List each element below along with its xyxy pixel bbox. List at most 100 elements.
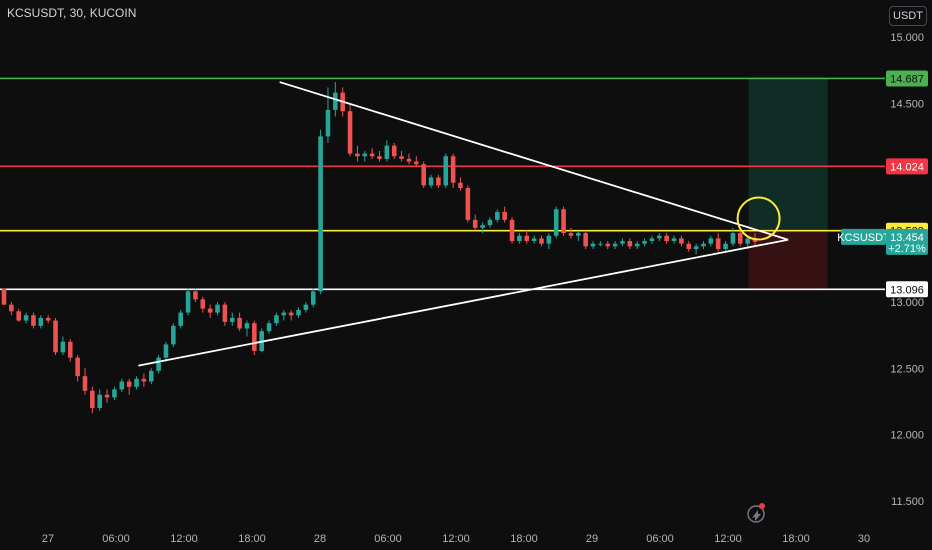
- level-tag-bg: [886, 158, 928, 175]
- candle: [163, 341, 169, 362]
- candle-body: [546, 235, 552, 244]
- candle: [156, 355, 161, 374]
- candle: [472, 214, 478, 231]
- candle-body: [495, 211, 500, 220]
- candle-body: [38, 317, 44, 326]
- candle-body: [222, 304, 228, 322]
- candle: [686, 241, 692, 252]
- candle: [553, 206, 559, 239]
- candle-body: [399, 156, 404, 159]
- candle-body: [163, 344, 169, 358]
- price-tag-bg: [886, 228, 928, 255]
- currency-button[interactable]: USDT: [889, 6, 927, 26]
- candle-body: [642, 241, 647, 244]
- candle: [598, 241, 603, 247]
- candle-body: [620, 241, 625, 244]
- candle: [23, 312, 29, 324]
- candle-body: [605, 243, 611, 247]
- trendline-1: [138, 238, 789, 367]
- candle-body: [215, 304, 220, 313]
- candle: [561, 206, 566, 236]
- candle-body: [414, 161, 419, 165]
- candle-body: [531, 238, 537, 242]
- candle: [546, 233, 552, 249]
- y-tick-label: 15.000: [890, 32, 924, 44]
- candle-body: [318, 136, 323, 292]
- candle-body: [347, 111, 353, 154]
- candle: [310, 288, 316, 308]
- x-tick-label: 06:00: [646, 533, 674, 545]
- candle-body: [97, 394, 102, 408]
- candle-body: [1, 288, 7, 305]
- candle: [642, 238, 647, 247]
- candle: [104, 389, 110, 403]
- candle: [723, 241, 728, 252]
- candle-body: [671, 238, 677, 242]
- x-tick-label: 18:00: [782, 533, 810, 545]
- candle-body: [193, 291, 198, 300]
- x-tick-label: 06:00: [102, 533, 130, 545]
- x-tick-label: 18:00: [238, 533, 266, 545]
- candle: [391, 143, 397, 159]
- candle: [237, 312, 242, 332]
- candle-body: [244, 323, 250, 329]
- y-tick-label: 12.500: [890, 363, 924, 375]
- candle-body: [590, 243, 596, 247]
- level-tag-14.687: 14.687: [886, 70, 928, 87]
- candle: [715, 233, 721, 252]
- y-tick-label: 13.000: [890, 297, 924, 309]
- candle: [362, 150, 368, 162]
- candle: [67, 339, 73, 362]
- candle-body: [185, 291, 191, 313]
- candle: [524, 230, 530, 244]
- candle-body: [502, 211, 507, 220]
- candle: [487, 217, 493, 228]
- candle: [126, 378, 132, 395]
- candle: [406, 153, 412, 165]
- candle: [531, 235, 537, 244]
- alert-icon: [747, 503, 765, 523]
- level-tag-bg: [886, 70, 928, 87]
- candle-body: [480, 225, 485, 228]
- candle: [612, 241, 618, 249]
- candle-body: [178, 312, 183, 326]
- candle-body: [737, 233, 743, 244]
- candle-body: [693, 246, 699, 249]
- candle: [97, 389, 102, 411]
- candle: [443, 153, 449, 189]
- candle-body: [288, 312, 294, 316]
- candle-body: [598, 243, 603, 245]
- candle: [664, 233, 669, 244]
- candle-body: [53, 320, 58, 353]
- candle-body: [60, 341, 66, 353]
- candle-body: [362, 153, 368, 157]
- candle: [252, 320, 257, 355]
- candle: [355, 145, 360, 162]
- price-tag-change: +2.71%: [888, 243, 926, 255]
- candle-body: [134, 378, 139, 387]
- candle: [679, 235, 684, 247]
- candle-body: [553, 209, 559, 236]
- candle: [274, 312, 279, 326]
- candle-body: [369, 153, 375, 157]
- candle: [421, 161, 426, 189]
- candle: [671, 235, 677, 244]
- candle-body: [252, 323, 257, 352]
- candle: [119, 378, 125, 393]
- candle-body: [229, 317, 235, 322]
- candle: [414, 156, 419, 167]
- candle: [436, 174, 441, 189]
- trendline-2: [279, 81, 789, 241]
- candle-body: [266, 323, 272, 332]
- candle-body: [428, 177, 434, 186]
- alert-icon-dot: [759, 503, 765, 509]
- candle-body: [649, 238, 655, 242]
- candle: [657, 233, 662, 242]
- x-tick-label: 29: [586, 533, 598, 545]
- candle-body: [686, 243, 692, 249]
- candle: [82, 368, 88, 395]
- candle-body: [443, 156, 449, 186]
- candle-body: [16, 311, 22, 321]
